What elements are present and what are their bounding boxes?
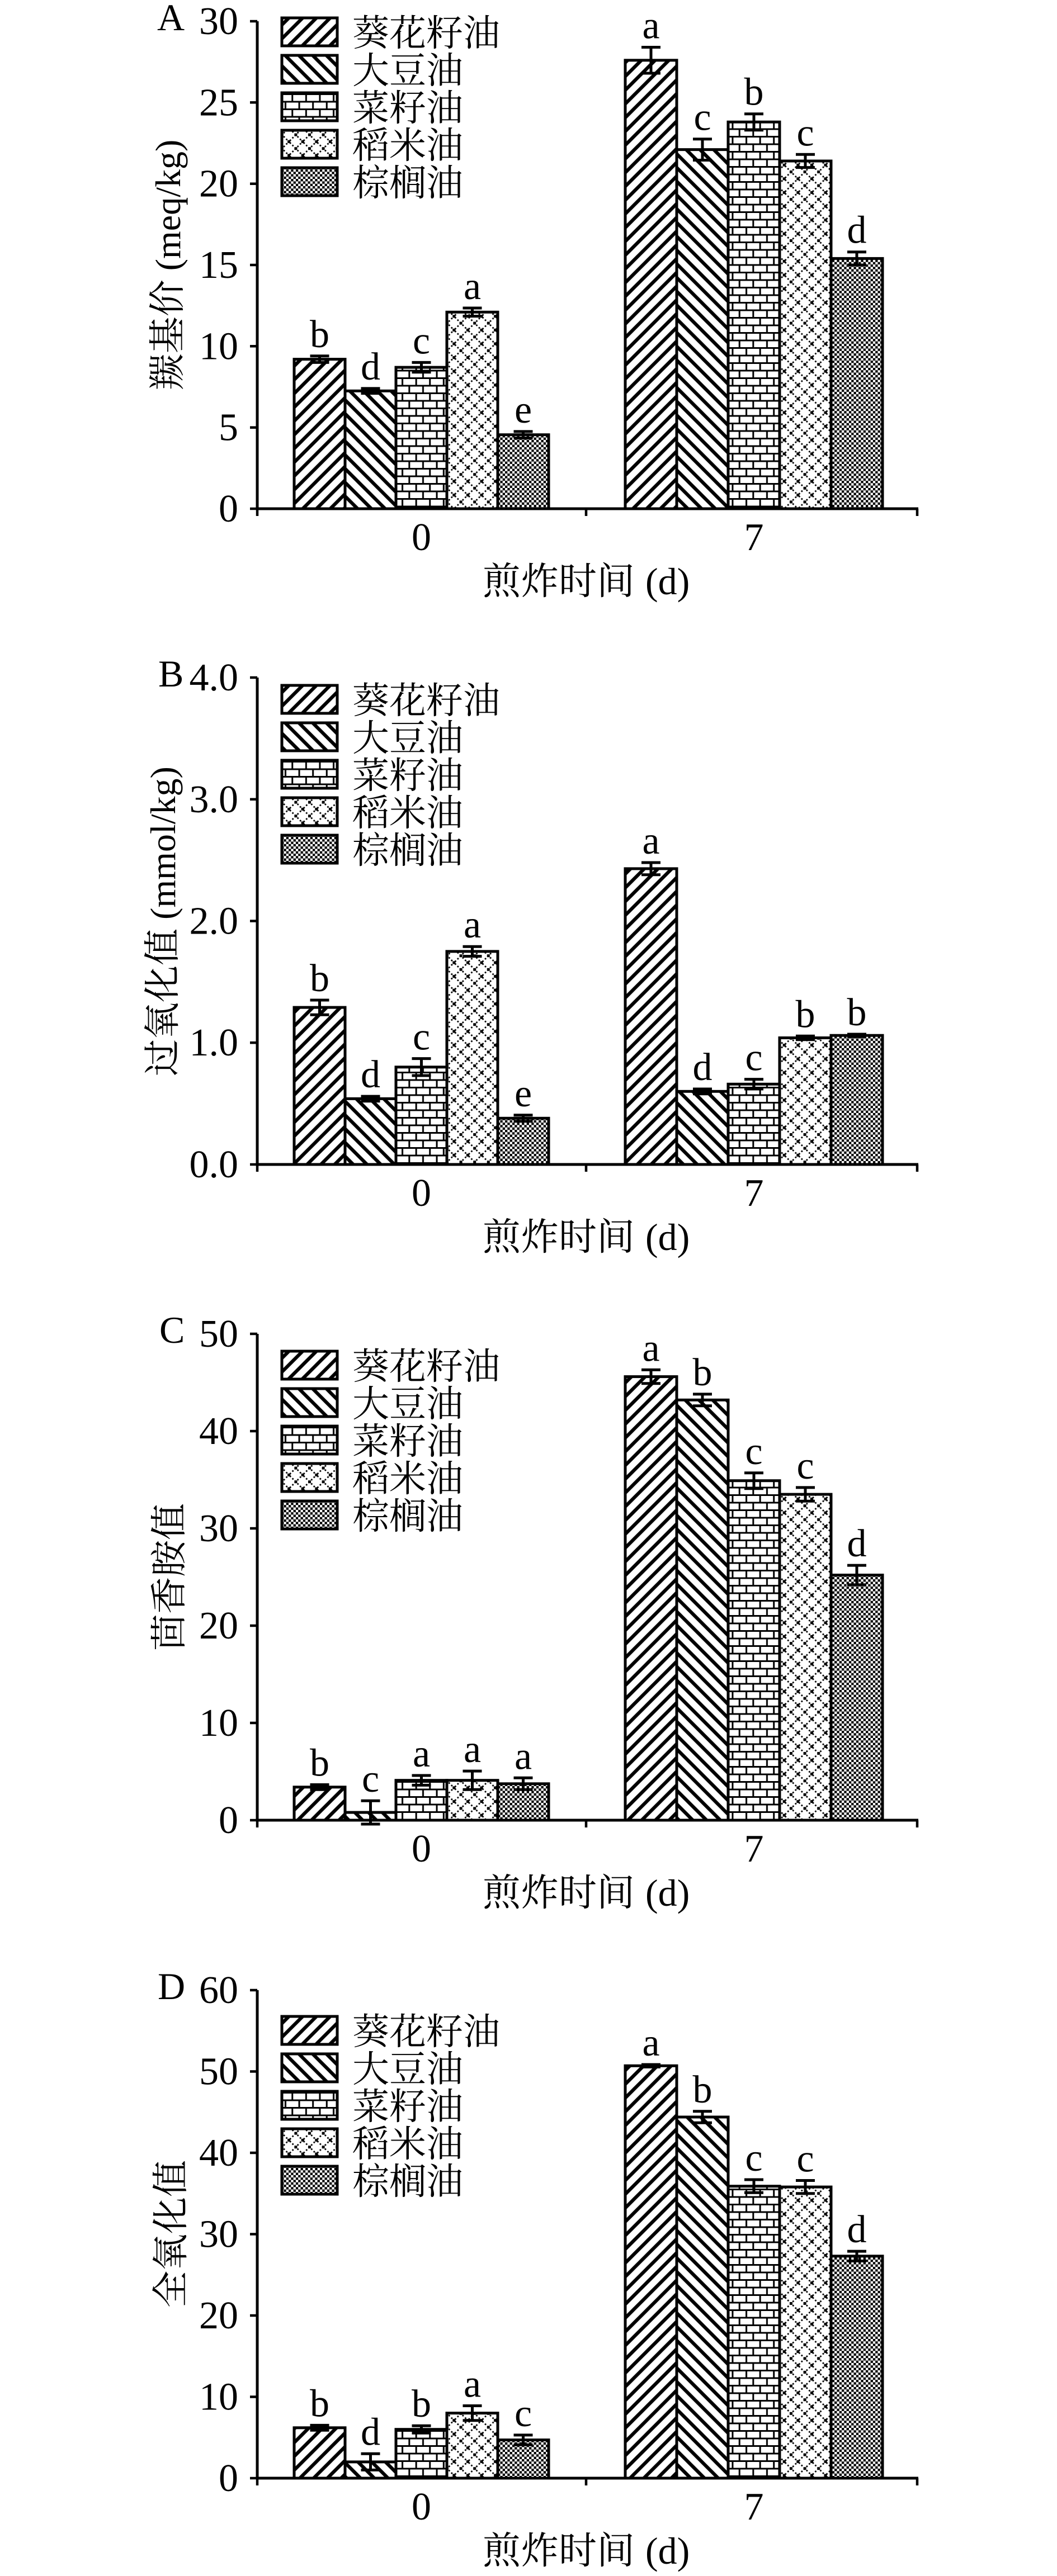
svg-text:c: c <box>413 319 430 362</box>
svg-text:B: B <box>158 652 183 695</box>
svg-text:c: c <box>796 111 814 154</box>
svg-text:50: 50 <box>199 2051 238 2094</box>
svg-text:10: 10 <box>199 1702 238 1745</box>
svg-text:30: 30 <box>199 1507 238 1550</box>
svg-text:a: a <box>642 2021 659 2064</box>
svg-text:b: b <box>412 2383 431 2426</box>
svg-text:d: d <box>693 1046 712 1089</box>
svg-text:a: a <box>642 4 659 48</box>
svg-text:40: 40 <box>199 2132 238 2175</box>
svg-text:d: d <box>361 2411 380 2454</box>
svg-text:c: c <box>413 1016 430 1059</box>
svg-text:40: 40 <box>199 1410 238 1453</box>
svg-text:d: d <box>847 1522 867 1565</box>
svg-text:c: c <box>515 2392 532 2435</box>
svg-text:(meq/kg): (meq/kg) <box>148 140 188 271</box>
svg-text:D: D <box>158 1965 185 2007</box>
svg-text:a: a <box>413 1732 430 1775</box>
svg-text:a: a <box>464 265 481 308</box>
svg-text:30: 30 <box>199 0 238 43</box>
svg-text:1.0: 1.0 <box>190 1021 239 1064</box>
svg-text:e: e <box>515 1072 532 1115</box>
svg-text:3.0: 3.0 <box>190 778 239 821</box>
svg-text:d: d <box>361 1053 380 1096</box>
svg-text:60: 60 <box>199 1969 238 2012</box>
svg-text:d: d <box>361 345 380 389</box>
svg-text:a: a <box>464 2363 481 2406</box>
svg-text:0: 0 <box>219 487 238 531</box>
svg-text:0.0: 0.0 <box>190 1143 239 1186</box>
svg-text:c: c <box>745 1430 762 1473</box>
svg-text:50: 50 <box>199 1313 238 1356</box>
svg-text:c: c <box>362 1758 379 1801</box>
svg-text:(mmol/kg): (mmol/kg) <box>143 766 183 920</box>
svg-text:5: 5 <box>219 406 238 449</box>
svg-text:30: 30 <box>199 2213 238 2256</box>
svg-text:b: b <box>310 2382 329 2425</box>
svg-text:b: b <box>310 313 329 356</box>
svg-text:b: b <box>847 991 867 1034</box>
svg-text:b: b <box>693 2068 712 2111</box>
svg-text:a: a <box>464 1728 481 1771</box>
svg-text:A: A <box>157 0 185 39</box>
svg-text:c: c <box>745 2137 762 2180</box>
svg-text:10: 10 <box>199 2376 238 2419</box>
svg-text:c: c <box>796 1445 814 1488</box>
svg-text:20: 20 <box>199 163 238 206</box>
svg-text:b: b <box>310 957 329 1000</box>
svg-text:10: 10 <box>199 325 238 368</box>
svg-text:0: 0 <box>219 1799 238 1842</box>
svg-text:a: a <box>464 903 481 946</box>
svg-text:c: c <box>745 1036 762 1079</box>
svg-text:25: 25 <box>199 81 238 124</box>
svg-text:d: d <box>847 2208 867 2251</box>
svg-text:2.0: 2.0 <box>190 900 239 943</box>
svg-text:b: b <box>693 1351 712 1394</box>
svg-text:a: a <box>515 1735 532 1778</box>
svg-text:15: 15 <box>199 244 238 287</box>
svg-text:a: a <box>642 820 659 863</box>
svg-text:c: c <box>693 96 711 139</box>
svg-text:d: d <box>847 209 867 252</box>
svg-text:20: 20 <box>199 2294 238 2337</box>
svg-text:e: e <box>515 389 532 432</box>
svg-text:b: b <box>744 71 764 114</box>
svg-text:C: C <box>159 1309 185 1351</box>
svg-text:4.0: 4.0 <box>190 656 239 699</box>
svg-text:a: a <box>642 1327 659 1370</box>
svg-text:b: b <box>796 993 815 1036</box>
svg-text:20: 20 <box>199 1604 238 1647</box>
svg-text:c: c <box>796 2138 814 2181</box>
svg-text:b: b <box>310 1742 329 1785</box>
svg-text:0: 0 <box>219 2457 238 2500</box>
